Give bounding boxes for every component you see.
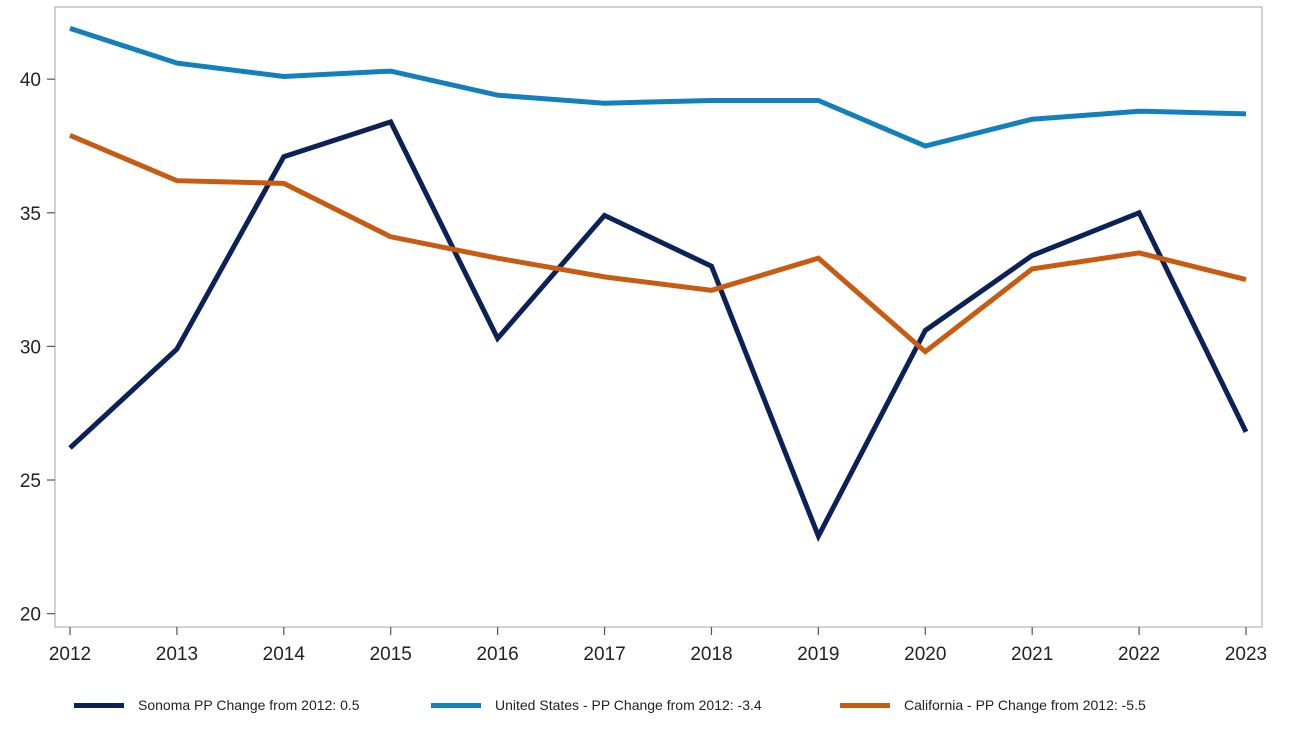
legend-label-california: California - PP Change from 2012: -5.5 <box>904 697 1146 713</box>
y-tick-label: 30 <box>20 337 41 358</box>
legend-item-united-states: United States - PP Change from 2012: -3.… <box>431 690 762 720</box>
x-tick-label: 2018 <box>690 644 732 665</box>
x-tick-label: 2023 <box>1225 644 1267 665</box>
united-states-line <box>69 26 1247 149</box>
legend-item-sonoma: Sonoma PP Change from 2012: 0.5 <box>74 690 360 720</box>
series-lines <box>68 26 1249 543</box>
x-tick-label: 2017 <box>583 644 625 665</box>
legend-item-california: California - PP Change from 2012: -5.5 <box>840 690 1146 720</box>
y-tick-label: 35 <box>20 204 41 225</box>
x-tick-label: 2012 <box>49 644 91 665</box>
legend-swatch-united-states <box>431 702 481 708</box>
legend-swatch-sonoma <box>74 702 124 708</box>
y-axis: 20 25 30 35 40 <box>20 70 55 626</box>
y-tick-label: 40 <box>20 70 41 91</box>
legend-label-united-states: United States - PP Change from 2012: -3.… <box>495 697 762 713</box>
x-axis: 2012 2013 2014 2015 2016 2017 2018 2019 2020 2021… <box>49 627 1267 665</box>
x-tick-label: 2015 <box>370 644 412 665</box>
x-tick-label: 2019 <box>797 644 839 665</box>
y-tick-label: 25 <box>20 471 41 492</box>
legend-label-sonoma: Sonoma PP Change from 2012: 0.5 <box>138 697 360 713</box>
x-tick-label: 2022 <box>1118 644 1160 665</box>
plot-frame <box>54 6 1263 628</box>
y-tick-label: 20 <box>20 605 41 626</box>
x-tick-label: 2014 <box>263 644 306 665</box>
x-tick-label: 2016 <box>476 644 518 665</box>
california-line <box>69 132 1247 355</box>
x-tick-label: 2013 <box>156 644 198 665</box>
x-tick-label: 2020 <box>904 644 946 665</box>
x-tick-label: 2021 <box>1011 644 1053 665</box>
legend: Sonoma PP Change from 2012: 0.5 United S… <box>0 690 1301 720</box>
sonoma-line <box>68 118 1249 543</box>
legend-swatch-california <box>840 702 890 708</box>
